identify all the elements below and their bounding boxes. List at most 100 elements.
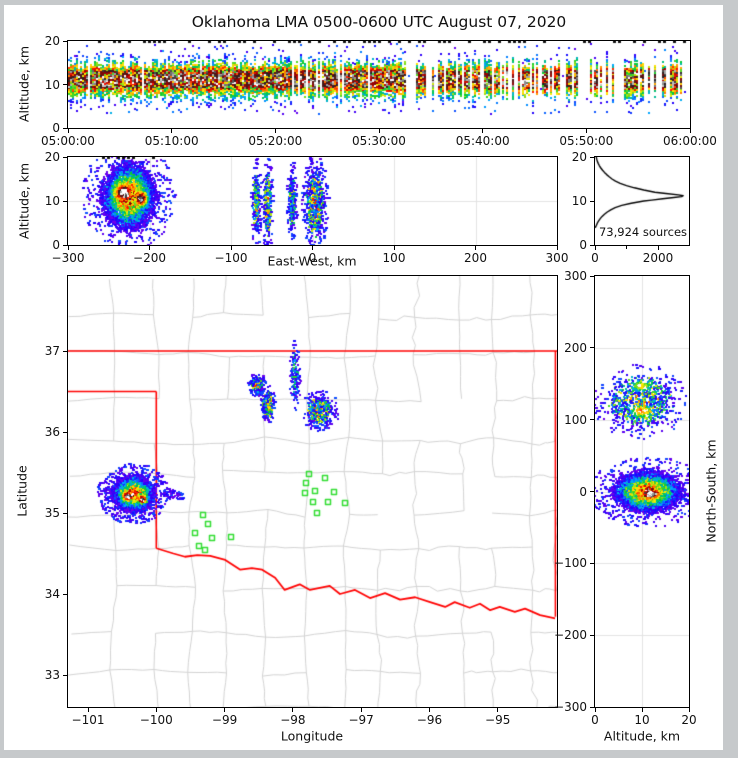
tick-label: 100 [382, 251, 406, 265]
tick-mark [292, 708, 294, 712]
tick-label: −300 [51, 251, 85, 265]
tick-mark [482, 129, 484, 133]
tick-mark [590, 562, 594, 564]
tick-label: 0 [591, 251, 599, 265]
tick-mark [360, 708, 362, 712]
tick-mark [63, 200, 67, 202]
tick-label: 05:20:00 [248, 134, 303, 148]
tick-mark [556, 246, 558, 250]
tick-mark [224, 708, 226, 712]
tick-label: 05:00:00 [41, 134, 95, 148]
tick-mark [585, 129, 587, 133]
tick-mark [590, 419, 594, 421]
altitude-histogram-canvas [595, 157, 689, 245]
east-west-ylabel: Altitude, km [16, 162, 32, 240]
map-xlabel: Longitude [280, 728, 344, 744]
north-south-ylabel: North-South, km [703, 439, 719, 543]
tick-mark [590, 491, 594, 492]
tick-label: −100 [139, 713, 173, 727]
tick-label: 200 [564, 340, 587, 355]
tick-mark [590, 275, 594, 277]
tick-label: 200 [464, 251, 487, 265]
east-west-xlabel: East-West, km [267, 253, 357, 269]
tick-label: 0 [308, 251, 317, 265]
altitude-histogram-panel [594, 156, 690, 246]
tick-mark [312, 246, 313, 250]
tick-label: 20 [44, 34, 60, 48]
tick-mark [67, 129, 69, 133]
tick-label: 20 [571, 150, 587, 164]
tick-mark [689, 129, 691, 133]
source-count-annotation: 73,924 sources [598, 225, 688, 239]
tick-mark [594, 708, 596, 712]
east-west-panel [67, 156, 558, 246]
tick-label: 0 [591, 713, 599, 727]
tick-label: −99 [211, 713, 238, 727]
map-canvas [68, 276, 557, 707]
tick-mark [87, 708, 89, 712]
tick-mark [393, 246, 395, 250]
tick-label: −300 [554, 700, 587, 714]
tick-mark [63, 244, 67, 246]
time-height-canvas [68, 41, 690, 128]
tick-mark [590, 156, 594, 158]
tick-label: −96 [416, 713, 443, 727]
tick-mark [428, 708, 430, 712]
tick-label: 37 [44, 344, 60, 358]
tick-mark [155, 708, 157, 712]
tick-mark [590, 244, 594, 246]
tick-label: 33 [44, 668, 60, 682]
tick-mark [63, 156, 67, 158]
map-panel [67, 275, 558, 708]
tick-label: 36 [44, 425, 60, 439]
tick-mark [688, 708, 690, 712]
map-ylabel: Latitude [14, 465, 30, 517]
tick-label: 0 [579, 238, 587, 252]
tick-mark [230, 246, 232, 250]
tick-mark [63, 84, 67, 85]
north-south-canvas [595, 276, 689, 707]
tick-mark [63, 593, 67, 595]
tick-mark [657, 246, 659, 250]
tick-label: 0 [52, 238, 60, 252]
tick-label: 100 [564, 412, 587, 427]
tick-label: 10 [44, 77, 60, 92]
east-west-canvas [68, 157, 557, 245]
tick-label: −200 [133, 251, 166, 265]
tick-label: −97 [348, 713, 374, 727]
tick-label: 05:30:00 [352, 134, 406, 148]
time-height-ylabel: Altitude, km [16, 45, 32, 123]
tick-mark [497, 708, 499, 712]
tick-label: −98 [280, 713, 306, 727]
tick-label: 06:00:00 [663, 134, 717, 148]
tick-label: 34 [44, 587, 60, 601]
tick-mark [274, 129, 276, 133]
tick-label: 20 [681, 713, 697, 727]
tick-label: 10 [44, 194, 60, 208]
tick-mark [626, 246, 627, 249]
tick-mark [590, 634, 594, 636]
tick-mark [475, 246, 476, 250]
tick-mark [63, 431, 67, 433]
tick-label: −101 [71, 713, 105, 727]
tick-label: 05:50:00 [559, 134, 614, 148]
tick-mark [594, 246, 596, 250]
tick-mark [149, 246, 150, 250]
tick-label: −95 [485, 713, 511, 727]
tick-mark [378, 129, 380, 133]
time-height-panel [67, 40, 691, 129]
north-south-panel [594, 275, 690, 708]
tick-label: 05:40:00 [455, 134, 510, 148]
tick-label: 05:10:00 [144, 134, 199, 148]
tick-label: −100 [214, 251, 248, 265]
tick-label: −200 [554, 628, 587, 643]
tick-label: 35 [44, 506, 60, 520]
tick-label: 0 [579, 484, 587, 499]
tick-label: 2000 [642, 251, 674, 265]
tick-mark [63, 674, 67, 676]
tick-label: 0 [52, 121, 60, 135]
tick-mark [63, 127, 67, 129]
tick-label: 20 [44, 150, 60, 164]
tick-label: 300 [545, 251, 569, 265]
